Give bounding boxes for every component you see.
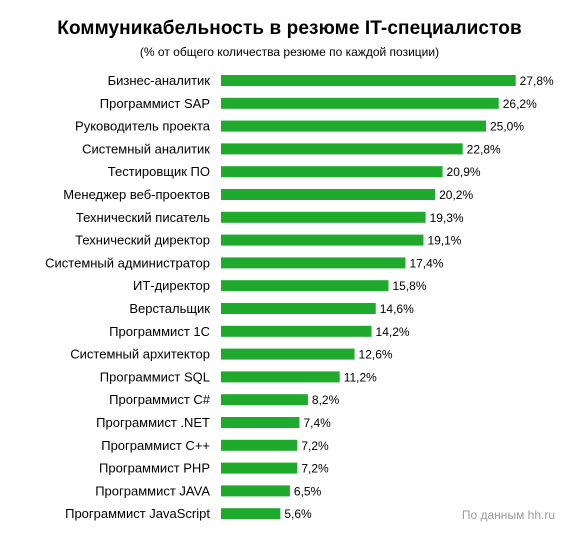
category-label: Программист .NET xyxy=(96,415,210,430)
value-label: 20,9% xyxy=(447,165,481,179)
value-label: 11,2% xyxy=(344,370,377,384)
bar xyxy=(221,280,389,292)
bar xyxy=(221,371,340,383)
bar xyxy=(221,462,298,474)
bar xyxy=(221,394,308,406)
category-label: Технический писатель xyxy=(76,210,210,225)
value-label: 25,0% xyxy=(490,120,524,134)
chart-title: Коммуникабельность в резюме IT-специалис… xyxy=(57,18,522,39)
category-label: Технический директор xyxy=(75,233,210,248)
bar xyxy=(221,143,463,155)
value-label: 6,5% xyxy=(294,484,322,498)
value-label: 8,2% xyxy=(312,393,340,407)
category-label: Программист SAP xyxy=(100,96,210,111)
category-label: Программист 1С xyxy=(109,324,210,339)
bar xyxy=(221,303,376,314)
category-label: Системный аналитик xyxy=(82,141,210,156)
bar xyxy=(221,325,372,337)
category-label: Программист PHP xyxy=(99,461,210,476)
value-label: 19,3% xyxy=(430,211,464,225)
category-label: Тестировщик ПО xyxy=(108,164,210,179)
source-note: По данным hh.ru xyxy=(461,508,555,522)
value-label: 15,8% xyxy=(392,279,426,293)
category-label: Программист С++ xyxy=(101,438,210,453)
value-label: 27,8% xyxy=(520,74,554,88)
category-label: Руководитель проекта xyxy=(75,119,211,134)
category-label: Программист JavaScript xyxy=(65,506,210,521)
category-label: Программист С# xyxy=(109,392,211,407)
bar xyxy=(221,120,486,132)
bar xyxy=(221,508,281,520)
value-label: 14,2% xyxy=(376,325,410,339)
value-label: 7,2% xyxy=(301,439,329,453)
bar xyxy=(221,417,300,428)
bar xyxy=(221,234,424,246)
value-label: 19,1% xyxy=(427,234,461,248)
bar xyxy=(221,211,426,223)
value-label: 17,4% xyxy=(409,256,443,270)
bar xyxy=(221,97,499,109)
value-label: 7,2% xyxy=(301,462,329,476)
bar xyxy=(221,257,406,269)
category-label: ИТ-директор xyxy=(133,278,210,293)
category-label: Программист SQL xyxy=(100,369,210,384)
value-label: 26,2% xyxy=(503,97,537,111)
chart-subtitle: (% от общего количества резюме по каждой… xyxy=(139,45,440,59)
bar xyxy=(221,348,355,360)
bar xyxy=(221,75,516,86)
category-label: Бизнес-аналитик xyxy=(108,73,211,88)
bar xyxy=(221,166,443,178)
value-label: 5,6% xyxy=(284,507,312,521)
value-label: 14,6% xyxy=(380,302,414,316)
category-label: Программист JAVA xyxy=(95,483,210,498)
category-label: Системный архитектор xyxy=(70,347,210,362)
category-label: Системный администратор xyxy=(45,255,210,270)
bar xyxy=(221,485,290,497)
value-label: 7,4% xyxy=(303,416,331,430)
value-label: 22,8% xyxy=(467,142,501,156)
bar xyxy=(221,189,436,200)
bar xyxy=(221,439,298,451)
category-label: Менеджер веб-проектов xyxy=(63,187,210,202)
category-label: Верстальщик xyxy=(129,301,210,316)
value-label: 12,6% xyxy=(359,348,393,362)
value-label: 20,2% xyxy=(439,188,473,202)
